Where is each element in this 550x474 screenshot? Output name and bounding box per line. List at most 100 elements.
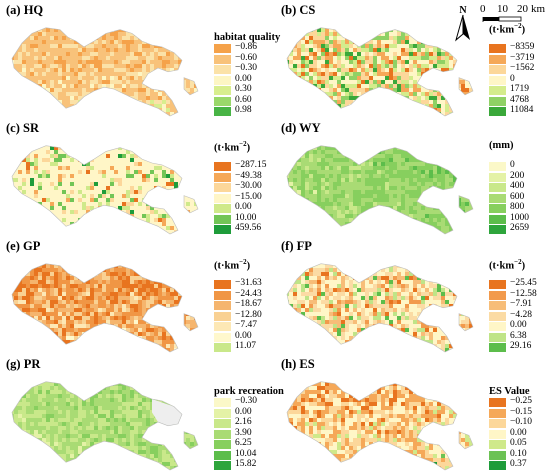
- legend-swatch: [214, 225, 231, 234]
- legend-tick: −4.28: [510, 309, 532, 320]
- legend-swatch: [489, 440, 506, 449]
- legend-swatch: [489, 225, 506, 234]
- legend-tick: −49.38: [235, 170, 262, 181]
- legend-swatch: [214, 44, 231, 53]
- legend-swatch: [214, 54, 231, 64]
- legend-swatch: [489, 214, 506, 224]
- scale-bar: 0 10 20 km: [478, 4, 550, 26]
- legend-swatch: [214, 214, 231, 224]
- legend-swatch: [214, 343, 231, 352]
- panel-e-title: (e) GP: [6, 239, 41, 253]
- legend-tick: 29.16: [510, 341, 532, 351]
- legend-swatch: [489, 193, 506, 203]
- legend-tick: 0.00: [235, 73, 252, 84]
- boundary-outline: [286, 145, 474, 235]
- legend-swatch: [489, 107, 506, 116]
- legend-swatch: [214, 290, 231, 300]
- no-data-area: [152, 399, 182, 426]
- legend-swatch: [214, 107, 231, 116]
- legend-swatch: [489, 398, 506, 407]
- legend-tick: 0.00: [235, 330, 252, 341]
- legend-title: habitat quality: [214, 32, 281, 43]
- legend-tick: −0.30: [235, 63, 257, 73]
- legend-title: ES Value: [489, 386, 530, 397]
- legend-swatch: [489, 408, 506, 418]
- legend-tick: −0.25: [510, 396, 532, 406]
- panel-f-title: (f) FP: [281, 239, 312, 253]
- boundary-outline: [11, 27, 199, 117]
- legend-swatch: [489, 343, 506, 352]
- legend-tick: −7.91: [510, 299, 532, 309]
- legend-tick: 1719: [510, 84, 529, 94]
- legend-tick: 0.10: [510, 448, 527, 459]
- legend-tick: 200: [510, 170, 525, 181]
- panel-g-title: (g) PR: [6, 357, 41, 371]
- legend-tick: 0.00: [510, 320, 527, 330]
- scale-tick-20: 20: [517, 3, 528, 15]
- legend-swatch: [214, 301, 231, 310]
- legend-tick: 0.05: [510, 438, 527, 448]
- legend-swatch: [489, 290, 506, 300]
- legend-title: (t·km−2): [214, 258, 251, 272]
- legend-tick: −15.00: [235, 191, 262, 202]
- legend-swatch: [214, 86, 231, 95]
- legend-tick: 10.00: [235, 212, 257, 223]
- legend-swatch: [214, 398, 231, 407]
- legend-tick: 0: [510, 160, 515, 170]
- legend-tick: −0.60: [235, 52, 257, 63]
- legend-tick: 459.56: [235, 223, 262, 233]
- panel-g-map: [11, 381, 199, 471]
- boundary-outline: [11, 381, 199, 471]
- legend-tick: −7.47: [235, 320, 257, 330]
- legend-swatch: [214, 96, 231, 106]
- legend-swatch: [214, 450, 231, 460]
- legend-tick: −8359: [510, 42, 535, 52]
- panel-h-map: [286, 381, 474, 471]
- panel-b: (b) CS (t·km−2) −8359 −3719 −1562 0 1719 4768 11…: [275, 0, 550, 118]
- legend-swatch: [214, 332, 231, 342]
- legend-tick: −18.67: [235, 299, 262, 309]
- legend-swatch: [214, 461, 231, 470]
- scale-tick-0: 0: [480, 3, 486, 15]
- panel-d-title: (d) WY: [281, 121, 321, 135]
- legend-tick: 15.82: [235, 459, 257, 469]
- panel-a-title: (a) HQ: [6, 3, 44, 17]
- legend-swatch: [489, 429, 506, 439]
- boundary-outline: [286, 27, 474, 117]
- legend-swatch: [489, 204, 506, 213]
- panel-h: (h) ES ES Value −0.25 −0.15 −0.10 0.00 0.05 0.1…: [275, 354, 550, 472]
- panel-b-title: (b) CS: [281, 3, 316, 17]
- boundary-outline: [286, 381, 474, 471]
- legend-tick: −25.45: [510, 278, 537, 288]
- legend-swatch: [489, 172, 506, 182]
- legend-swatch: [214, 75, 231, 85]
- boundary-outline: [11, 263, 199, 353]
- panel-h-title: (h) ES: [281, 357, 315, 371]
- legend-tick: 11.07: [235, 341, 257, 351]
- legend-swatch: [214, 162, 231, 171]
- legend-tick: 0.37: [510, 459, 527, 469]
- legend-tick: −0.15: [510, 406, 532, 417]
- legend-swatch: [489, 322, 506, 331]
- legend-swatch: [214, 440, 231, 449]
- legend-swatch: [489, 419, 506, 428]
- legend-tick: 0.00: [510, 427, 527, 438]
- legend-swatch: [214, 204, 231, 213]
- legend-swatch: [489, 280, 506, 289]
- legend-tick: −0.30: [235, 396, 257, 406]
- legend-swatch: [214, 322, 231, 331]
- legend-tick: 800: [510, 202, 525, 212]
- legend-swatch: [489, 75, 506, 85]
- legend-title: (t·km−2): [489, 22, 526, 36]
- boundary-outline: [11, 145, 199, 235]
- panel-f: (f) FP (t·km−2) −25.45 −12.58 −7.91 −4.28 0.00…: [275, 236, 550, 354]
- legend-swatch: [214, 65, 231, 74]
- legend-tick: −3719: [510, 52, 535, 63]
- panel-g: (g) PR park recreation −0.30 0.00 2.16 3.90 6.…: [0, 354, 284, 472]
- legend-swatch: [214, 172, 231, 182]
- north-arrow-label: N: [459, 5, 467, 16]
- legend-swatch: [214, 429, 231, 439]
- panel-d-map: [286, 145, 474, 235]
- legend-tick: 0.00: [235, 406, 252, 417]
- legend-tick: 1000: [510, 212, 529, 223]
